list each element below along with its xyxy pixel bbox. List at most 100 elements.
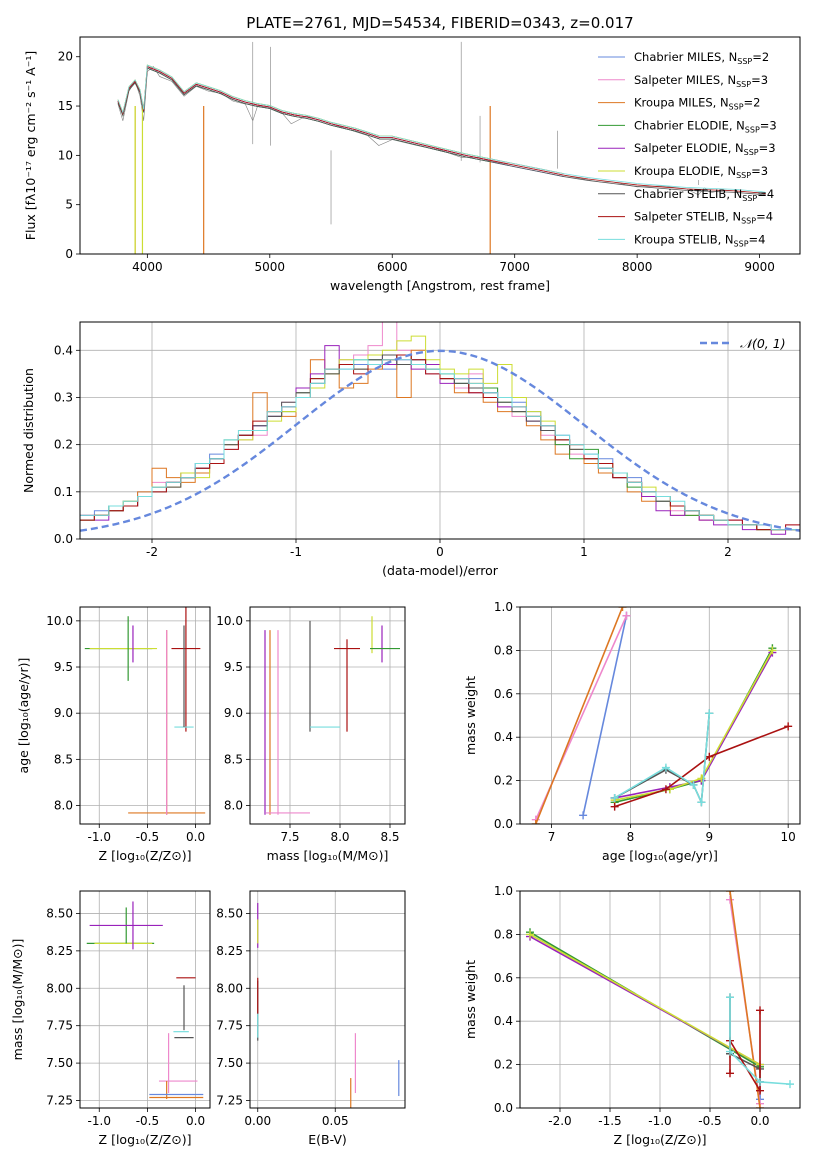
data-point-marker <box>579 811 588 820</box>
axes-frame <box>79 321 801 540</box>
errorbar-plot-area <box>264 616 400 815</box>
x-tick-label: -0.5 <box>698 1114 721 1128</box>
normal-curve <box>80 349 800 532</box>
data-point-marker <box>756 1006 764 1015</box>
y-axis-label: Normed distribution <box>21 368 36 493</box>
axes-residuals: -2 -1 0 1 2 0.0 0.1 0.2 0.3 0.4 (data-model)/error… <box>21 322 800 578</box>
x-tick-label: 0.00 <box>244 1114 271 1128</box>
data-point-marker <box>726 1069 734 1078</box>
axes-frame <box>79 890 211 1109</box>
y-tick-label: 0.4 <box>494 730 513 744</box>
legend-label: Kroupa STELIB, NSSP=4 <box>634 232 765 248</box>
y-axis-label: mass [log₁₀(M/M⊙)] <box>10 939 25 1061</box>
x-tick-label: -1.0 <box>88 1114 111 1128</box>
legend-label: Salpeter STELIB, NSSP=4 <box>634 210 773 226</box>
data-point-marker <box>526 930 534 939</box>
x-tick-label: 8.0 <box>330 830 349 844</box>
y-tick-label: 15 <box>58 99 73 113</box>
y-tick-label: 0.2 <box>494 1058 513 1072</box>
y-tick-label: 0.0 <box>494 1101 513 1115</box>
y-tick-label: 0.8 <box>494 643 513 657</box>
y-tick-label: 9.0 <box>224 706 243 720</box>
x-tick-label: 0.0 <box>186 830 205 844</box>
y-tick-label: 0.0 <box>494 817 513 831</box>
y-tick-label: 7.75 <box>216 1019 243 1033</box>
y-tick-label: 8.00 <box>216 981 243 995</box>
y-tick-label: 7.50 <box>216 1056 243 1070</box>
x-tick-label: -2.0 <box>548 1114 571 1128</box>
axes-frame <box>519 890 801 1109</box>
data-point-marker <box>756 1086 764 1095</box>
model-spectrum-line <box>117 66 766 195</box>
data-point-marker <box>756 1104 764 1108</box>
data-point-marker <box>610 793 619 802</box>
mass-weight-line <box>535 607 624 824</box>
spectrum-plot-area <box>117 41 766 254</box>
y-tick-label: 7.75 <box>46 1019 73 1033</box>
y-tick-label: 8.00 <box>46 981 73 995</box>
axes-age_vs_mass: 7.5 8.0 8.5 8.0 8.5 9.0 9.5 10.0 mass [log₁₀(M/M… <box>216 607 405 863</box>
data-point-marker <box>705 709 714 718</box>
x-axis-label: age [log₁₀(age/yr)] <box>602 848 718 863</box>
mass-weight-line <box>614 725 789 808</box>
axes-frame <box>79 36 801 255</box>
x-tick-label: 8 <box>627 830 635 844</box>
legend: 𝒩(0, 1) <box>700 336 786 351</box>
axes-frame <box>79 606 211 825</box>
x-tick-label: -1 <box>290 545 302 559</box>
legend-label: Salpeter MILES, NSSP=3 <box>634 73 768 89</box>
x-axis-label: E(B-V) <box>308 1132 347 1147</box>
mass-weight-line <box>729 997 791 1085</box>
x-tick-label: 0.0 <box>750 1114 769 1128</box>
line-plot-area <box>531 607 793 824</box>
x-tick-label: 8000 <box>622 260 653 274</box>
y-tick-label: 0.2 <box>54 438 73 452</box>
y-tick-label: 10.0 <box>216 614 243 628</box>
x-tick-label: 7 <box>548 830 556 844</box>
axes-spectrum: 4000 5000 6000 7000 8000 9000 0 5 10 15 20 waveleng… <box>23 50 775 293</box>
data-point-marker <box>726 891 734 895</box>
y-axis-label: mass weight <box>463 676 478 755</box>
y-tick-label: 0.0 <box>54 532 73 546</box>
data-point-marker <box>726 1047 734 1056</box>
y-tick-label: 8.50 <box>216 906 243 920</box>
legend-label: 𝒩(0, 1) <box>740 336 786 351</box>
x-tick-label: -0.5 <box>136 1114 159 1128</box>
x-tick-label: 9000 <box>744 260 775 274</box>
x-tick-label: 5000 <box>255 260 286 274</box>
data-point-marker <box>661 785 670 794</box>
x-tick-label: -2 <box>146 545 158 559</box>
legend-label: Chabrier ELODIE, NSSP=3 <box>634 118 777 134</box>
mass-weight-line <box>582 615 628 816</box>
y-tick-label: 0.8 <box>494 927 513 941</box>
x-tick-label: 0.0 <box>186 1114 205 1128</box>
y-tick-label: 8.25 <box>46 944 73 958</box>
errorbar-plot-area <box>86 901 204 1100</box>
data-point-marker <box>726 993 734 1002</box>
model-spectrum-line <box>117 67 766 196</box>
data-point-marker <box>531 820 540 824</box>
y-tick-label: 0.4 <box>494 1014 513 1028</box>
y-tick-label: 10.0 <box>46 614 73 628</box>
x-tick-label: 7000 <box>499 260 530 274</box>
legend-label: Chabrier STELIB, NSSP=4 <box>634 187 774 203</box>
y-tick-label: 9.0 <box>54 706 73 720</box>
legend: Chabrier MILES, NSSP=2 Salpeter MILES, NS… <box>598 50 777 248</box>
histogram-plot-area <box>80 322 800 539</box>
x-tick-label: -1.5 <box>598 1114 621 1128</box>
y-tick-label: 9.5 <box>224 660 243 674</box>
axes-frame <box>519 606 801 825</box>
chart-title: PLATE=2761, MJD=54534, FIBERID=0343, z=0… <box>246 14 633 32</box>
y-tick-label: 5 <box>65 198 73 212</box>
errorbar-plot-area <box>257 902 400 1108</box>
y-tick-label: 0 <box>65 247 73 261</box>
x-axis-label: Z [log₁₀(Z/Z⊙)] <box>99 848 192 863</box>
y-tick-label: 1.0 <box>494 884 513 898</box>
x-axis-label: (data-model)/error <box>382 563 499 578</box>
y-axis-label: mass weight <box>463 960 478 1039</box>
x-tick-label: 10 <box>781 830 796 844</box>
x-tick-label: 1 <box>580 545 588 559</box>
x-tick-label: 7.5 <box>280 830 299 844</box>
y-tick-label: 1.0 <box>494 600 513 614</box>
model-spectrum-line <box>117 64 766 193</box>
